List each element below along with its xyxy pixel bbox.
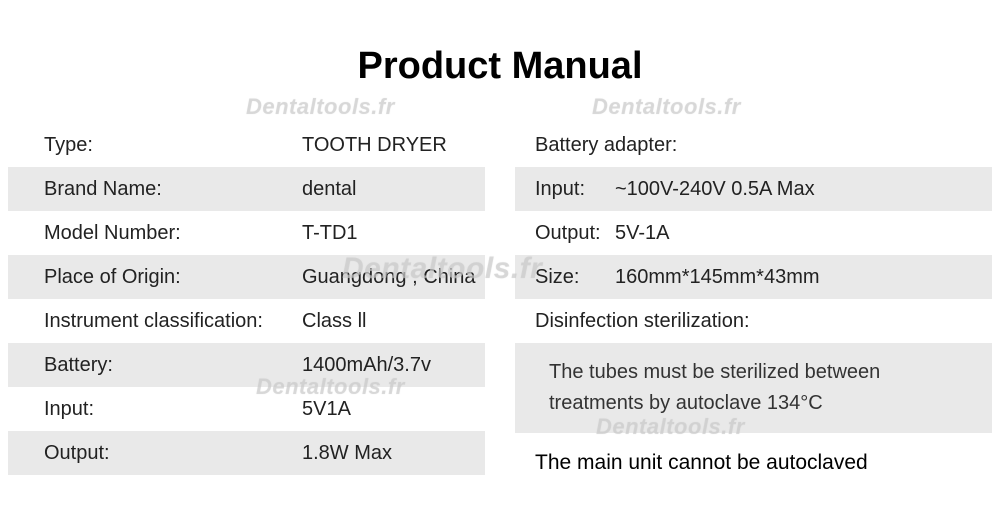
spec-row-brand: Brand Name: dental <box>8 167 485 211</box>
spec-label: Battery adapter: <box>535 134 677 157</box>
spec-label: Output: <box>44 442 302 465</box>
spec-label: Type: <box>44 134 302 157</box>
spec-label: Size: <box>535 266 615 289</box>
spec-label: Place of Origin: <box>44 266 302 289</box>
spec-row-input: Input: 5V1A <box>8 387 485 431</box>
spec-row-type: Type: TOOTH DRYER <box>8 123 485 167</box>
spec-value: 5V-1A <box>615 222 992 245</box>
left-column: Type: TOOTH DRYER Brand Name: dental Mod… <box>8 123 485 483</box>
spec-label: Disinfection sterilization: <box>535 310 750 333</box>
spec-value: Guangdong , China <box>302 266 485 289</box>
spec-label: Input: <box>44 398 302 421</box>
spec-row-classification: Instrument classification: Class ll <box>8 299 485 343</box>
spec-columns: Type: TOOTH DRYER Brand Name: dental Mod… <box>0 123 1000 483</box>
spec-row-battery: Battery: 1400mAh/3.7v <box>8 343 485 387</box>
spec-label: Input: <box>535 178 615 201</box>
spec-row-output: Output: 1.8W Max <box>8 431 485 475</box>
spec-value: 5V1A <box>302 398 485 421</box>
spec-value: dental <box>302 178 485 201</box>
spec-label: Brand Name: <box>44 178 302 201</box>
spec-value: 160mm*145mm*43mm <box>615 266 992 289</box>
adapter-input: Input: ~100V-240V 0.5A Max <box>515 167 992 211</box>
spec-value: TOOTH DRYER <box>302 134 485 157</box>
spec-label: Output: <box>535 222 615 245</box>
spec-value: ~100V-240V 0.5A Max <box>615 178 992 201</box>
spec-value: T-TD1 <box>302 222 485 245</box>
spec-value: Class ll <box>302 310 485 333</box>
spec-row-model: Model Number: T-TD1 <box>8 211 485 255</box>
spec-value: 1400mAh/3.7v <box>302 354 485 377</box>
adapter-header: Battery adapter: <box>515 123 992 167</box>
adapter-output: Output: 5V-1A <box>515 211 992 255</box>
product-manual: Product Manual Type: TOOTH DRYER Brand N… <box>0 0 1000 519</box>
spec-row-origin: Place of Origin: Guangdong , China <box>8 255 485 299</box>
spec-label: Battery: <box>44 354 302 377</box>
size-row: Size: 160mm*145mm*43mm <box>515 255 992 299</box>
page-title: Product Manual <box>0 0 1000 123</box>
right-column: Battery adapter: Input: ~100V-240V 0.5A … <box>515 123 992 483</box>
note-text: The tubes must be sterilized between tre… <box>535 351 992 425</box>
autoclave-warning: The main unit cannot be autoclaved <box>515 433 992 483</box>
disinfection-header: Disinfection sterilization: <box>515 299 992 343</box>
spec-value: 1.8W Max <box>302 442 485 465</box>
spec-label: Instrument classification: <box>44 310 302 333</box>
spec-label: Model Number: <box>44 222 302 245</box>
disinfection-note: The tubes must be sterilized between tre… <box>515 343 992 433</box>
